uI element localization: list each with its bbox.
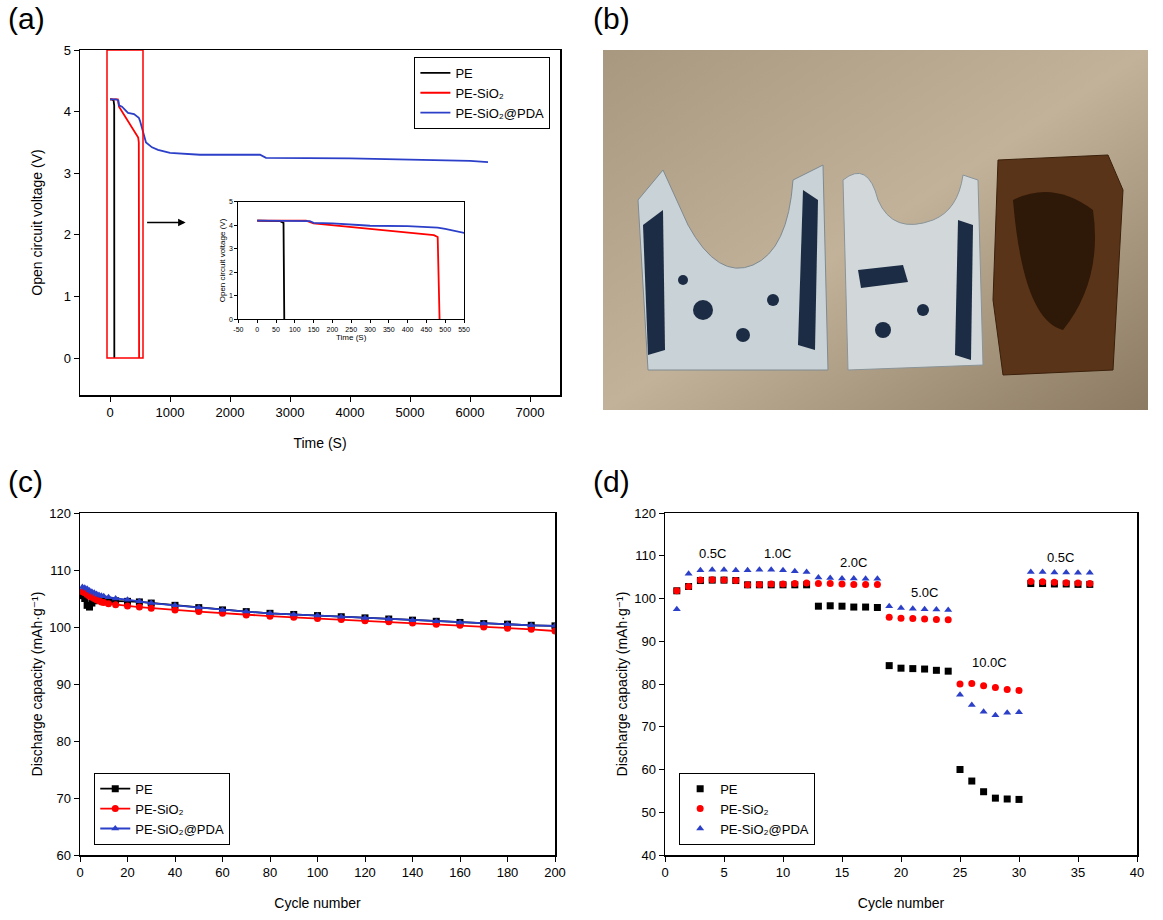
svg-text:PE: PE xyxy=(720,782,738,797)
html-text:(d): (d) xyxy=(593,465,630,498)
svg-text:400: 400 xyxy=(402,326,414,333)
svg-text:Open circuit voltage (V): Open circuit voltage (V) xyxy=(218,218,227,302)
svg-text:4: 4 xyxy=(229,222,233,229)
svg-text:150: 150 xyxy=(308,326,320,333)
svg-text:140: 140 xyxy=(402,865,424,880)
svg-text:100: 100 xyxy=(289,326,301,333)
svg-text:0: 0 xyxy=(255,326,259,333)
svg-text:15: 15 xyxy=(835,865,849,880)
svg-text:2.0C: 2.0C xyxy=(840,555,867,570)
svg-text:300: 300 xyxy=(364,326,376,333)
svg-text:25: 25 xyxy=(953,865,967,880)
svg-text:0: 0 xyxy=(76,865,83,880)
svg-text:PE-SiO₂@PDA: PE-SiO₂@PDA xyxy=(135,822,224,837)
svg-text:2: 2 xyxy=(229,269,233,276)
svg-text:0: 0 xyxy=(106,405,113,420)
html-text:(b): (b) xyxy=(593,2,630,35)
svg-text:80: 80 xyxy=(641,677,655,692)
svg-text:180: 180 xyxy=(497,865,519,880)
svg-text:90: 90 xyxy=(56,677,70,692)
svg-text:350: 350 xyxy=(383,326,395,333)
svg-text:1: 1 xyxy=(229,292,233,299)
svg-text:30: 30 xyxy=(1012,865,1026,880)
svg-text:PE-SiO₂@PDA: PE-SiO₂@PDA xyxy=(455,106,544,121)
svg-text:80: 80 xyxy=(56,734,70,749)
svg-text:PE: PE xyxy=(455,66,473,81)
svg-text:60: 60 xyxy=(215,865,229,880)
svg-text:1.0C: 1.0C xyxy=(764,546,791,561)
svg-text:70: 70 xyxy=(56,791,70,806)
svg-text:40: 40 xyxy=(641,848,655,863)
svg-text:40: 40 xyxy=(168,865,182,880)
svg-text:0: 0 xyxy=(229,316,233,323)
svg-text:7000: 7000 xyxy=(516,405,545,420)
svg-text:Time (S): Time (S) xyxy=(293,435,346,451)
svg-text:200: 200 xyxy=(327,326,339,333)
svg-text:3000: 3000 xyxy=(276,405,305,420)
svg-text:5: 5 xyxy=(64,43,71,58)
svg-text:100: 100 xyxy=(307,865,329,880)
svg-text:5: 5 xyxy=(720,865,727,880)
svg-text:80: 80 xyxy=(263,865,277,880)
svg-text:3: 3 xyxy=(229,245,233,252)
svg-text:110: 110 xyxy=(50,563,71,578)
svg-text:0: 0 xyxy=(661,865,668,880)
svg-text:Cycle number: Cycle number xyxy=(858,895,945,911)
svg-text:3: 3 xyxy=(64,166,71,181)
svg-text:120: 120 xyxy=(354,865,376,880)
svg-text:120: 120 xyxy=(49,506,71,521)
svg-text:200: 200 xyxy=(544,865,566,880)
svg-text:0: 0 xyxy=(64,351,71,366)
svg-text:4: 4 xyxy=(64,104,71,119)
svg-text:100: 100 xyxy=(49,620,71,635)
svg-text:PE-SiO₂@PDA: PE-SiO₂@PDA xyxy=(720,822,809,837)
svg-text:40: 40 xyxy=(1130,865,1144,880)
svg-text:90: 90 xyxy=(641,634,655,649)
svg-text:PE-SiO₂: PE-SiO₂ xyxy=(135,802,183,817)
svg-text:6000: 6000 xyxy=(456,405,485,420)
svg-text:10: 10 xyxy=(776,865,790,880)
svg-text:60: 60 xyxy=(56,848,70,863)
svg-text:120: 120 xyxy=(634,506,656,521)
svg-text:PE: PE xyxy=(135,782,153,797)
svg-text:2: 2 xyxy=(64,227,71,242)
svg-text:35: 35 xyxy=(1071,865,1085,880)
svg-text:70: 70 xyxy=(641,719,655,734)
svg-text:4000: 4000 xyxy=(336,405,365,420)
svg-text:Discharge capacity (mAh·g⁻¹): Discharge capacity (mAh·g⁻¹) xyxy=(614,592,630,777)
svg-text:50: 50 xyxy=(272,326,280,333)
svg-text:Time (S): Time (S) xyxy=(336,333,367,342)
html-text:(c): (c) xyxy=(8,465,43,498)
svg-text:160: 160 xyxy=(449,865,471,880)
svg-text:550: 550 xyxy=(458,326,470,333)
svg-text:0.5C: 0.5C xyxy=(1047,550,1074,565)
svg-text:2000: 2000 xyxy=(216,405,245,420)
svg-text:5: 5 xyxy=(229,198,233,205)
svg-text:100: 100 xyxy=(634,591,656,606)
svg-text:1: 1 xyxy=(64,289,71,304)
svg-text:5000: 5000 xyxy=(396,405,425,420)
svg-text:PE-SiO₂: PE-SiO₂ xyxy=(455,86,503,101)
svg-text:Cycle number: Cycle number xyxy=(274,895,361,911)
svg-text:5.0C: 5.0C xyxy=(911,585,938,600)
svg-text:20: 20 xyxy=(120,865,134,880)
svg-text:500: 500 xyxy=(439,326,451,333)
svg-text:450: 450 xyxy=(421,326,433,333)
svg-text:10.0C: 10.0C xyxy=(972,655,1007,670)
svg-text:60: 60 xyxy=(641,762,655,777)
svg-text:-50: -50 xyxy=(233,326,243,333)
svg-text:50: 50 xyxy=(641,805,655,820)
svg-text:20: 20 xyxy=(894,865,908,880)
svg-text:1000: 1000 xyxy=(156,405,185,420)
svg-text:110: 110 xyxy=(635,548,656,563)
svg-text:Open circuit voltage (V): Open circuit voltage (V) xyxy=(29,149,45,295)
svg-text:250: 250 xyxy=(345,326,357,333)
html-text:(a): (a) xyxy=(8,2,45,35)
svg-text:Discharge capacity (mAh·g⁻¹): Discharge capacity (mAh·g⁻¹) xyxy=(29,592,45,777)
svg-text:0.5C: 0.5C xyxy=(699,546,726,561)
svg-text:PE-SiO₂: PE-SiO₂ xyxy=(720,802,768,817)
